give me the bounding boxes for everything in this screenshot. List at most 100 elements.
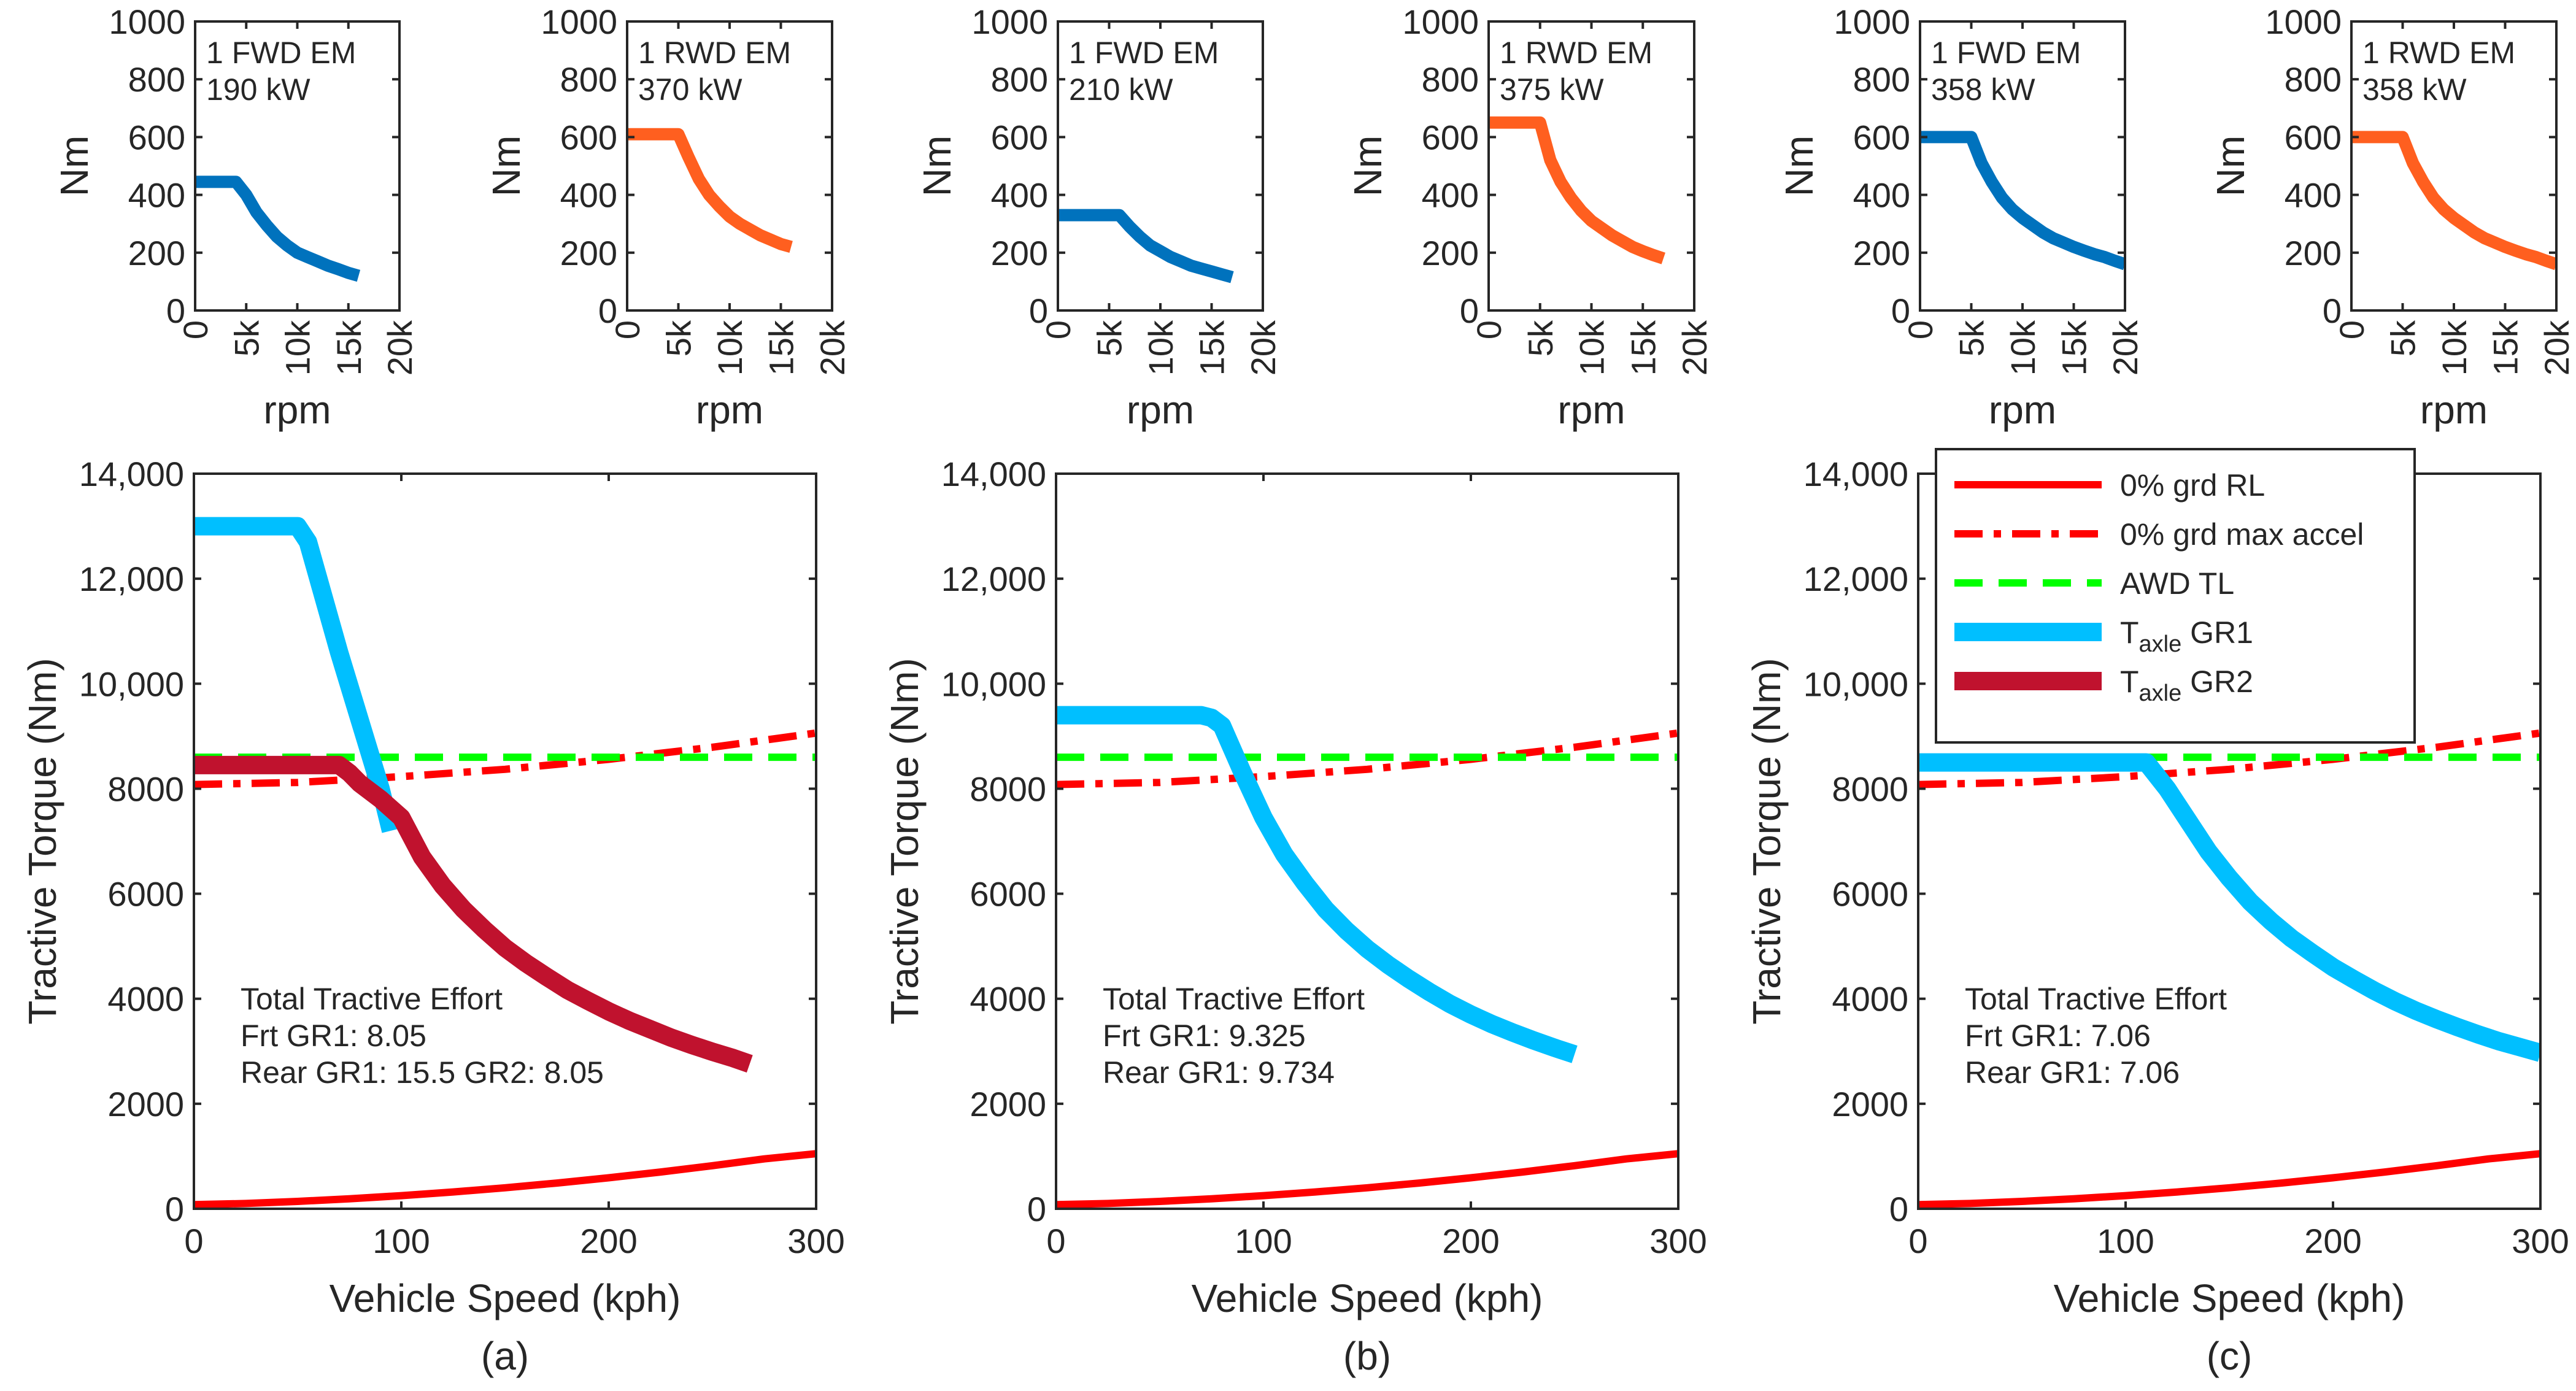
series-line-t-axle-gr1 — [1056, 706, 1578, 1063]
x-axis-label: Vehicle Speed (kph) — [330, 1276, 681, 1320]
x-tick-label: 10k — [1141, 320, 1180, 376]
x-tick-label: 5k — [227, 320, 266, 356]
x-axis-label: Vehicle Speed (kph) — [2054, 1276, 2405, 1320]
y-tick-label: 0 — [1891, 291, 1910, 330]
y-tick-label: 0 — [1027, 1190, 1046, 1228]
chart-a2: 0 200 400 600 800 1000 0 5k 10k 15k 20k rpm Nm 1 RWD … — [484, 2, 852, 432]
y-tick-label: 200 — [991, 234, 1048, 272]
x-tick-label: 300 — [2512, 1222, 2569, 1260]
legend-box — [1935, 448, 2416, 744]
y-tick-label: 200 — [128, 234, 185, 272]
y-tick-label: 200 — [1853, 234, 1910, 272]
x-tick-label: 10k — [2003, 320, 2042, 376]
y-tick-label: 200 — [1422, 234, 1479, 272]
y-tick-label: 800 — [1853, 60, 1910, 99]
y-tick-label: 1000 — [971, 2, 1048, 41]
plot-area — [2351, 131, 2556, 271]
legend-entry: 0% grd RL — [2120, 468, 2265, 503]
plot-area — [1918, 729, 2540, 1209]
x-tick-label: 0 — [1470, 320, 1508, 339]
series-line-t-axle-gr1 — [194, 517, 400, 833]
y-tick-label: 400 — [991, 176, 1048, 215]
motor-label: 1 FWD EM — [1069, 36, 1219, 70]
y-axis-label: Tractive Torque (Nm) — [20, 658, 64, 1024]
y-tick-label: 400 — [2285, 176, 2342, 215]
x-tick-label: 10k — [279, 320, 317, 376]
power-label: 370 kW — [638, 72, 742, 107]
y-tick-label: 400 — [1853, 176, 1910, 215]
motor-label: 1 RWD EM — [2362, 36, 2515, 70]
y-tick-label: 4000 — [970, 980, 1046, 1019]
chart-a1: 0 200 400 600 800 1000 0 5k 10k 15k 20k rpm Nm 1 FWD … — [52, 2, 419, 432]
series-line-1-fwd-em — [195, 175, 361, 282]
legend-entry: Taxle GR1 — [2120, 615, 2253, 657]
y-tick-label: 6000 — [1832, 875, 1908, 914]
y-tick-label: 0 — [165, 1190, 184, 1228]
y-tick-label: 1000 — [2265, 2, 2342, 41]
y-tick-label: 600 — [991, 118, 1048, 156]
y-tick-label: 8000 — [970, 769, 1046, 808]
panel-caption: (b) — [1343, 1334, 1391, 1378]
plot-area — [195, 175, 361, 282]
x-axis-label: rpm — [2420, 388, 2488, 432]
legend-entry: Taxle GR2 — [2120, 665, 2253, 706]
legend-entry: 0% grd max accel — [2120, 517, 2364, 552]
x-tick-label: 0 — [176, 320, 215, 339]
y-tick-label: 200 — [560, 234, 617, 272]
legend-entry: AWD TL — [2120, 566, 2234, 601]
x-tick-label: 15k — [1193, 320, 1232, 376]
x-tick-label: 20k — [2106, 320, 2145, 376]
y-tick-label: 1000 — [1834, 2, 1910, 41]
y-tick-label: 14,000 — [941, 455, 1046, 493]
y-axis-label: Nm — [915, 136, 959, 197]
y-tick-label: 0 — [1029, 291, 1048, 330]
y-tick-label: 14,000 — [79, 455, 184, 493]
y-tick-label: 800 — [2285, 60, 2342, 99]
series-line-0-grd-rl — [1918, 1150, 2540, 1209]
y-tick-label: 0 — [166, 291, 185, 330]
series-line-0-grd-max-accel — [1918, 729, 2540, 788]
x-tick-label: 200 — [580, 1222, 637, 1260]
x-axis-label: rpm — [1557, 388, 1625, 432]
panel-caption: (a) — [481, 1334, 529, 1378]
power-label: 375 kW — [1500, 72, 1604, 107]
y-tick-label: 12,000 — [79, 560, 184, 598]
x-tick-label: 200 — [2304, 1222, 2361, 1260]
x-tick-label: 0 — [2332, 320, 2371, 339]
y-tick-label: 2000 — [107, 1085, 184, 1123]
series-line-1-fwd-em — [1058, 209, 1234, 283]
y-tick-label: 1000 — [109, 2, 185, 41]
series-line-t-axle-gr2 — [194, 755, 753, 1073]
x-tick-label: 15k — [2055, 320, 2094, 376]
power-label: 358 kW — [1931, 72, 2035, 107]
plot-area — [1058, 209, 1234, 283]
x-tick-label: 300 — [1649, 1222, 1706, 1260]
x-tick-label: 10k — [2435, 320, 2474, 376]
x-tick-label: 15k — [2486, 320, 2525, 376]
power-label: 358 kW — [2362, 72, 2467, 107]
y-tick-label: 400 — [128, 176, 185, 215]
annotation-line: Frt GR1: 9.325 — [1103, 1019, 1306, 1053]
chart-B: 0 2000 4000 6000 8000 10,000 12,000 14,000 0 100 2… — [882, 455, 1707, 1378]
x-tick-label: 5k — [1521, 320, 1560, 356]
y-tick-label: 600 — [2285, 118, 2342, 156]
y-tick-label: 2000 — [1832, 1085, 1908, 1123]
y-tick-label: 200 — [2285, 234, 2342, 272]
annotation-line: Frt GR1: 7.06 — [1965, 1019, 2151, 1053]
y-axis-label: Nm — [52, 136, 96, 197]
x-tick-label: 20k — [1675, 320, 1714, 376]
power-label: 210 kW — [1069, 72, 1173, 107]
plot-area — [1920, 131, 2125, 271]
axes-box — [1055, 472, 1679, 1210]
x-tick-label: 10k — [1573, 320, 1611, 376]
y-tick-label: 0 — [1889, 1190, 1908, 1228]
y-tick-label: 2000 — [970, 1085, 1046, 1123]
x-tick-label: 100 — [372, 1222, 430, 1260]
y-tick-label: 0 — [1460, 291, 1479, 330]
x-tick-label: 20k — [813, 320, 852, 376]
y-tick-label: 0 — [2323, 291, 2342, 330]
x-tick-label: 0 — [1908, 1222, 1927, 1260]
y-tick-label: 8000 — [1832, 769, 1908, 808]
series-line-0-grd-max-accel — [1056, 729, 1678, 788]
